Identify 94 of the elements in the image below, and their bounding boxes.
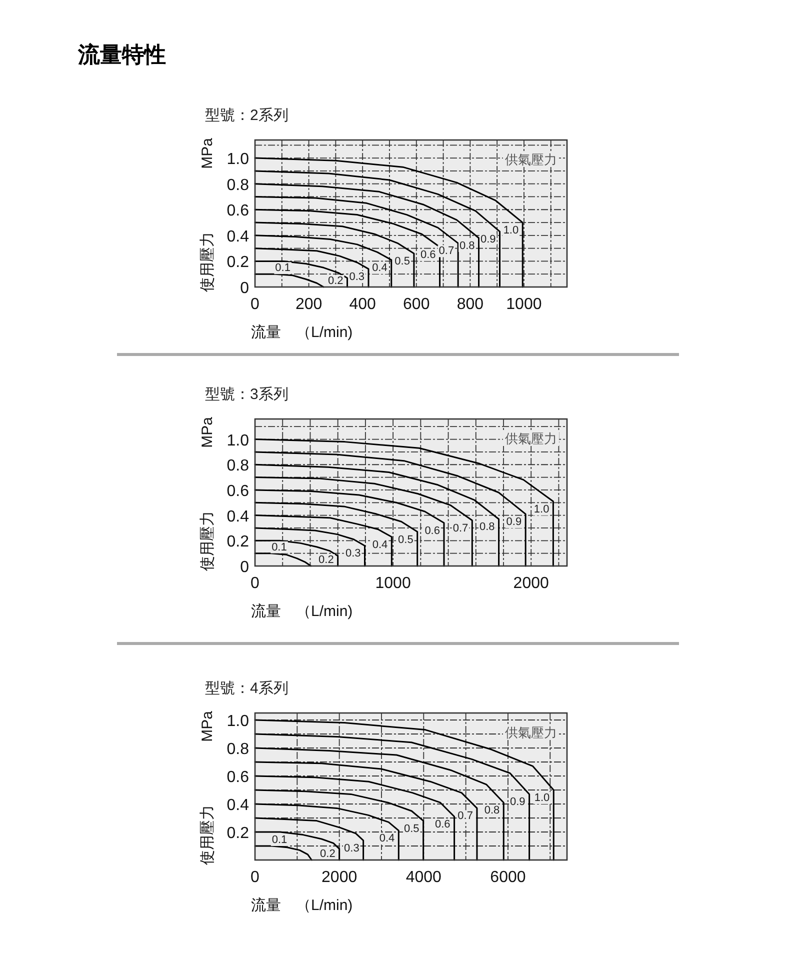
x-tick-label: 800 bbox=[456, 296, 484, 313]
series-label: 0.5 bbox=[398, 534, 414, 546]
y-tick-label: 0.2 bbox=[226, 534, 250, 551]
y-tick-label: 0.8 bbox=[226, 458, 250, 475]
series-label: 0.7 bbox=[452, 522, 468, 534]
x-axis-title: 流量 （L/min) bbox=[251, 324, 353, 341]
line-series bbox=[254, 514, 392, 567]
line-series bbox=[254, 234, 392, 288]
series-label: 0.5 bbox=[394, 255, 410, 268]
y-tick-label: 0.2 bbox=[226, 254, 250, 272]
x-axis-title: 流量 （L/min) bbox=[251, 603, 353, 620]
y-tick-label: 0.6 bbox=[226, 769, 250, 786]
line-series bbox=[254, 747, 504, 861]
y-tick-label: 1.0 bbox=[226, 713, 250, 730]
x-tick-label: 6000 bbox=[490, 869, 526, 886]
line-series bbox=[254, 789, 424, 861]
legend-title: 供氣壓力 bbox=[505, 725, 557, 740]
y-tick-label: 0 bbox=[240, 280, 250, 297]
line-series bbox=[254, 489, 445, 567]
x-tick-label: 1000 bbox=[375, 575, 411, 592]
y-tick-label: 0.8 bbox=[226, 741, 250, 758]
series-label: 1.0 bbox=[503, 224, 519, 237]
series-label: 0.1 bbox=[272, 541, 287, 554]
series-label: 0.6 bbox=[435, 818, 450, 831]
line-series bbox=[254, 527, 366, 567]
series-label: 0.8 bbox=[484, 804, 500, 817]
y-tick-label: 0 bbox=[240, 559, 250, 576]
x-tick-label: 0 bbox=[250, 575, 260, 592]
text: 使用壓力 MPa bbox=[199, 138, 216, 292]
x-tick-label: 2000 bbox=[322, 869, 358, 886]
chart-subtitle: 型號：2系列 bbox=[205, 107, 288, 124]
y-tick-label: 0.4 bbox=[226, 797, 250, 814]
series-label: 0.2 bbox=[318, 554, 334, 566]
y-tick-label: 0.4 bbox=[226, 508, 250, 526]
series-label: 0.8 bbox=[459, 240, 475, 252]
legend-title: 供氣壓力 bbox=[505, 431, 557, 446]
series-label: 0.6 bbox=[420, 249, 436, 262]
series-label: 0.2 bbox=[328, 275, 344, 287]
legend-title: 供氣壓力 bbox=[505, 152, 557, 167]
line-series bbox=[254, 540, 339, 567]
series-label: 0.3 bbox=[344, 842, 360, 854]
series-label: 0.9 bbox=[510, 796, 526, 808]
x-tick-label: 1000 bbox=[506, 296, 542, 313]
y-tick-label: 0.8 bbox=[226, 176, 250, 194]
text: 使用壓力 MPa bbox=[199, 711, 216, 865]
line-series bbox=[254, 761, 478, 861]
series-label: 0.8 bbox=[480, 521, 495, 534]
line-series bbox=[254, 845, 312, 861]
series-label: 0.6 bbox=[424, 524, 440, 537]
y-tick-label: 1.0 bbox=[226, 432, 250, 450]
y-tick-label: 0.6 bbox=[226, 482, 250, 500]
series-label: 0.2 bbox=[320, 848, 336, 860]
series-label: 0.9 bbox=[480, 234, 496, 246]
x-axis-title: 流量 （L/min) bbox=[251, 897, 353, 914]
series-label: 0.4 bbox=[379, 832, 395, 845]
chart-subtitle: 型號：4系列 bbox=[205, 680, 288, 697]
line-series bbox=[254, 719, 554, 861]
chart-title: 流量特性 bbox=[77, 42, 166, 67]
y-tick-label: 0.6 bbox=[226, 202, 250, 220]
line-series bbox=[254, 222, 415, 288]
series-label: 0.5 bbox=[404, 822, 420, 835]
y-tick-label: 1.0 bbox=[226, 151, 250, 168]
x-tick-label: 600 bbox=[403, 296, 430, 313]
line-series bbox=[254, 451, 526, 567]
line-series bbox=[254, 502, 418, 567]
chart-subtitle: 型號：3系列 bbox=[205, 386, 288, 403]
x-tick-label: 200 bbox=[295, 296, 322, 313]
line-series bbox=[254, 831, 340, 861]
line-series bbox=[254, 803, 400, 861]
line-series bbox=[254, 476, 473, 567]
series-label: 0.4 bbox=[372, 262, 388, 274]
x-tick-label: 0 bbox=[250, 869, 260, 886]
series-label: 0.3 bbox=[345, 548, 361, 560]
series-label: 0.3 bbox=[349, 270, 365, 283]
line-series bbox=[254, 248, 370, 288]
series-label: 0.9 bbox=[506, 516, 522, 528]
series-label: 1.0 bbox=[534, 792, 550, 804]
x-tick-label: 2000 bbox=[513, 575, 550, 592]
line-series bbox=[254, 775, 456, 861]
series-label: 0.4 bbox=[372, 538, 388, 551]
line-series bbox=[254, 817, 364, 861]
series-label: 0.1 bbox=[272, 834, 288, 846]
text: 使用壓力 MPa bbox=[199, 417, 216, 571]
y-tick-label: 0.4 bbox=[226, 228, 250, 246]
x-tick-label: 0 bbox=[250, 296, 260, 313]
y-tick-label: 0.2 bbox=[226, 825, 250, 842]
series-label: 0.7 bbox=[458, 810, 473, 822]
x-tick-label: 400 bbox=[349, 296, 376, 313]
series-label: 1.0 bbox=[534, 503, 550, 516]
x-tick-label: 4000 bbox=[406, 869, 442, 886]
line-series bbox=[254, 170, 501, 288]
series-label: 0.7 bbox=[438, 245, 454, 258]
line-series bbox=[254, 464, 500, 567]
series-label: 0.1 bbox=[275, 262, 290, 274]
